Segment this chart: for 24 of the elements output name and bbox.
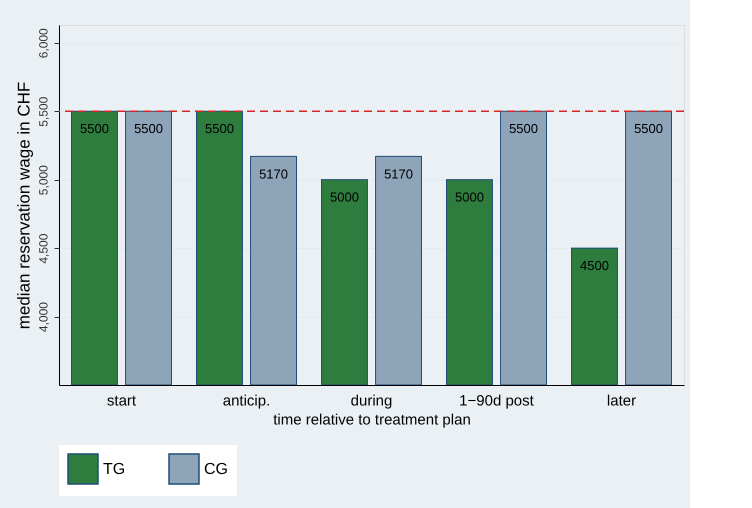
x-tick-label: later <box>606 392 636 410</box>
data-label: 5170 <box>384 166 413 182</box>
legend-label: CG <box>204 461 228 478</box>
y-axis-title: median reservation wage in CHF <box>14 82 34 330</box>
y-tick-label: 5,000 <box>36 164 50 196</box>
x-tick-label: start <box>106 392 137 410</box>
x-tick-label: during <box>350 392 392 410</box>
data-label: 5000 <box>455 190 484 205</box>
data-label: 5500 <box>134 121 163 136</box>
data-label: 5500 <box>634 121 663 136</box>
data-label: 4500 <box>580 258 609 274</box>
y-tick-label: 5,500 <box>36 96 50 127</box>
data-label: 5170 <box>259 166 288 182</box>
data-label: 5500 <box>509 121 538 136</box>
y-tick-label: 4,000 <box>36 302 50 332</box>
x-tick-label: anticip. <box>222 392 270 410</box>
data-label: 5500 <box>80 121 109 136</box>
y-tick-label: 6,000 <box>36 28 50 58</box>
y-tick-label: 4,500 <box>36 233 50 264</box>
legend-label: TG <box>103 461 126 478</box>
data-label: 5500 <box>205 121 234 136</box>
x-axis-title: time relative to treatment plan <box>273 412 471 428</box>
data-label: 5000 <box>330 190 359 205</box>
x-tick-label: 1−90d post <box>459 392 535 410</box>
